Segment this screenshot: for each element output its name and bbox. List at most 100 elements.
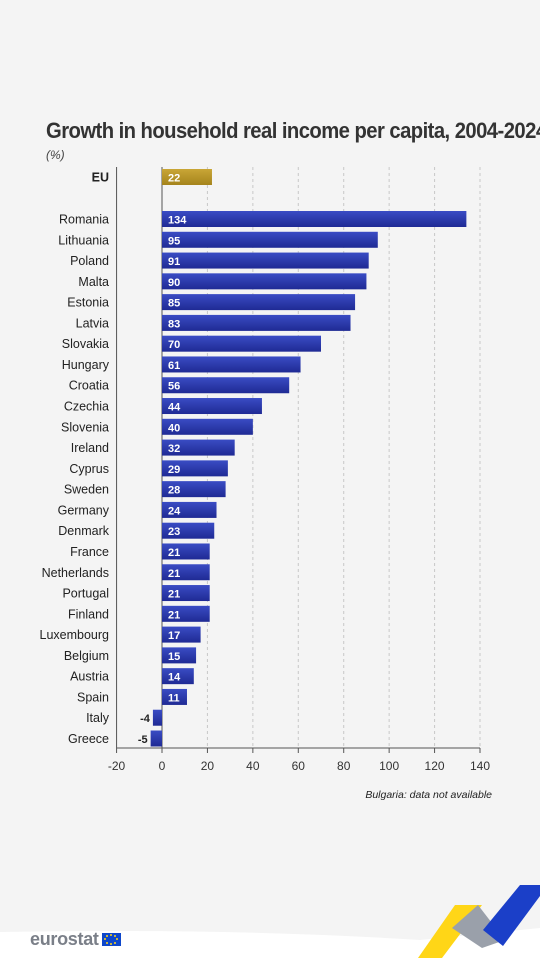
category-label: Lithuania	[58, 233, 109, 247]
bar	[162, 356, 301, 373]
category-label: Luxembourg	[40, 628, 110, 642]
data-label: 11	[168, 692, 180, 704]
category-label: Spain	[77, 690, 109, 704]
data-label: 56	[168, 381, 180, 393]
category-label: Greece	[68, 732, 109, 746]
data-label: 90	[168, 277, 180, 289]
x-tick-label: 120	[425, 759, 445, 773]
x-tick-label: 80	[337, 759, 351, 773]
eurostat-logo: eurostat	[30, 929, 121, 950]
bar	[162, 626, 201, 643]
data-label: 15	[168, 651, 180, 663]
category-label: EU	[92, 171, 109, 185]
data-label: -4	[140, 713, 151, 725]
category-label: Cyprus	[69, 462, 109, 476]
data-label: 29	[168, 464, 180, 476]
bar	[162, 252, 369, 269]
bar	[162, 273, 367, 290]
category-label: Slovakia	[62, 337, 109, 351]
category-label: Hungary	[62, 358, 110, 372]
data-label: 17	[168, 630, 180, 642]
data-label: 14	[168, 672, 181, 684]
data-label: 21	[168, 609, 180, 621]
bar	[162, 377, 290, 394]
category-label: Germany	[58, 503, 110, 517]
x-tick-label: 100	[379, 759, 399, 773]
x-tick-label: 40	[246, 759, 260, 773]
category-label: Estonia	[67, 296, 109, 310]
category-label: Ireland	[71, 441, 109, 455]
data-label: 95	[168, 235, 180, 247]
category-label: Finland	[68, 607, 109, 621]
x-tick-label: 60	[292, 759, 306, 773]
category-label: Slovenia	[61, 420, 109, 434]
category-label: Italy	[86, 711, 110, 725]
bar	[162, 605, 210, 622]
data-label: 24	[168, 505, 181, 517]
bar	[162, 398, 262, 415]
bar	[162, 335, 321, 352]
data-label: 21	[168, 568, 180, 580]
data-label: 32	[168, 443, 180, 455]
data-label: 61	[168, 360, 180, 372]
x-tick-label: 0	[159, 759, 166, 773]
category-label: Belgium	[64, 649, 109, 663]
category-label: Czechia	[64, 400, 109, 414]
data-label: -5	[138, 734, 148, 746]
eu-flag-icon	[101, 933, 121, 946]
bar	[162, 481, 226, 498]
bar	[162, 647, 197, 664]
data-label: 44	[168, 402, 181, 414]
data-label: 22	[168, 173, 180, 185]
bar	[152, 709, 162, 726]
bar	[162, 418, 253, 435]
bar	[150, 730, 162, 747]
category-label: France	[70, 545, 109, 559]
data-label: 134	[168, 215, 187, 227]
bar	[162, 585, 210, 602]
bar	[162, 294, 356, 311]
category-label: Poland	[70, 254, 109, 268]
data-label: 83	[168, 318, 180, 330]
bar	[162, 439, 235, 456]
bar	[162, 688, 187, 705]
category-label: Latvia	[76, 316, 109, 330]
bar	[162, 314, 351, 331]
category-label: Portugal	[62, 587, 109, 601]
data-label: 23	[168, 526, 180, 538]
x-tick-label: 20	[201, 759, 215, 773]
category-label: Austria	[70, 670, 109, 684]
data-label: 85	[168, 298, 180, 310]
category-label: Croatia	[69, 379, 109, 393]
chart-title: Growth in household real income per capi…	[46, 118, 540, 143]
grey-stripe-icon	[452, 905, 505, 948]
bar-chart: -20 0 20 40 60 80 100 120 140 22 EU 134 Romania 95 Lit…	[40, 167, 490, 773]
bar	[162, 522, 215, 539]
data-label: 40	[168, 422, 180, 434]
x-tick-label: 140	[470, 759, 490, 773]
data-label: 70	[168, 339, 180, 351]
unit-label: (%)	[46, 148, 65, 162]
category-label: Malta	[78, 275, 109, 289]
bar	[162, 564, 210, 581]
bar	[162, 501, 217, 518]
category-label: Romania	[59, 213, 109, 227]
data-label: 91	[168, 256, 180, 268]
logo-text: eurostat	[30, 929, 99, 949]
bar	[162, 460, 228, 477]
bar	[162, 231, 378, 248]
category-label: Denmark	[58, 524, 109, 538]
data-label: 21	[168, 547, 180, 559]
category-label: Sweden	[64, 483, 109, 497]
footer-decoration	[0, 885, 540, 960]
data-label: 28	[168, 485, 180, 497]
blue-stripe-icon	[483, 885, 540, 946]
bar	[162, 211, 467, 227]
x-tick-label: -20	[108, 759, 126, 773]
bar	[162, 668, 194, 685]
category-label: Netherlands	[42, 566, 109, 580]
footnote: Bulgaria: data not available	[365, 789, 492, 801]
eu-bar	[162, 169, 212, 185]
data-label: 21	[168, 589, 180, 601]
bar	[162, 543, 210, 560]
